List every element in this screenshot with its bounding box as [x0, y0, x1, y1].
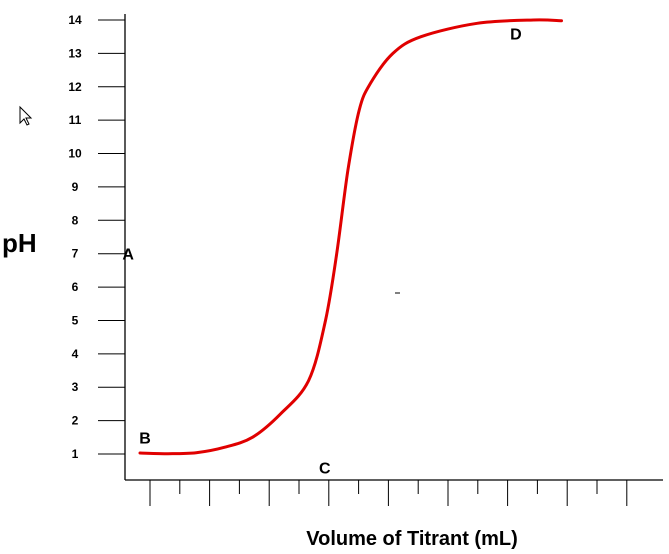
- y-tick-label: 10: [68, 147, 82, 161]
- y-tick-label: 9: [72, 180, 79, 194]
- y-tick-label: 4: [72, 347, 79, 361]
- y-axis-title: pH: [2, 228, 37, 258]
- y-tick-label: 11: [69, 113, 82, 127]
- y-tick-label: 8: [72, 213, 79, 227]
- point-annotations: A B C D: [122, 26, 521, 477]
- annotation-label-b: B: [139, 430, 151, 447]
- y-tick-label: 13: [68, 46, 82, 60]
- x-axis-ticks: [149, 480, 628, 506]
- x-axis-title: Volume of Titrant (mL): [306, 528, 517, 550]
- y-tick-label: 1: [72, 447, 79, 461]
- y-tick-label: 12: [68, 80, 82, 94]
- annotation-label-d: D: [510, 26, 522, 43]
- y-tick-label: 2: [72, 414, 79, 428]
- mouse-cursor-icon: [19, 105, 33, 126]
- annotation-label-c: C: [319, 460, 331, 477]
- annotation-label-a: A: [122, 247, 134, 264]
- y-tick-label: 6: [72, 280, 79, 294]
- y-tick-label: 3: [72, 380, 79, 394]
- titration-curve-line: [138, 18, 563, 456]
- y-tick-label: 14: [68, 13, 82, 27]
- y-tick-label: 5: [72, 313, 79, 327]
- y-tick-label: 7: [72, 247, 79, 261]
